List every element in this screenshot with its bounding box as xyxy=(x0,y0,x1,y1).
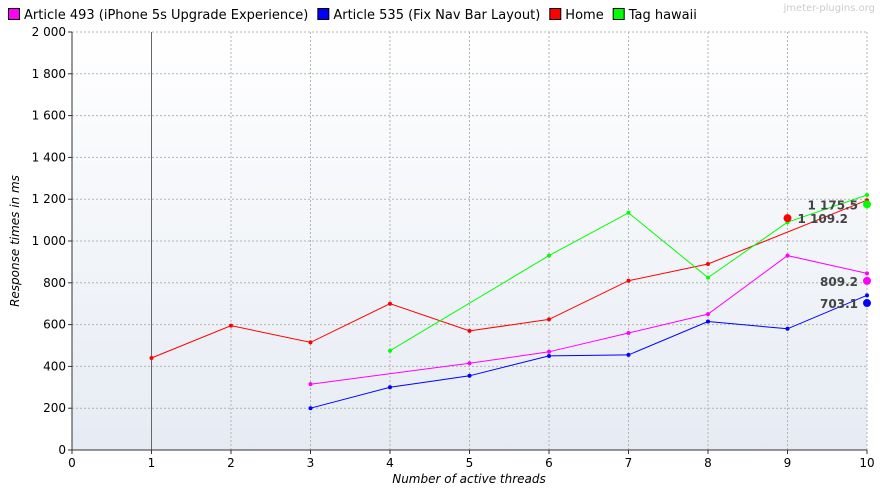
x-axis-title: Number of active threads xyxy=(392,472,546,486)
x-tick-label: 5 xyxy=(466,456,474,470)
x-tick-label: 1 xyxy=(148,456,156,470)
average-marker xyxy=(863,299,871,308)
x-tick-label: 10 xyxy=(859,456,874,470)
y-tick-label: 600 xyxy=(43,318,66,332)
x-tick-label: 4 xyxy=(386,456,394,470)
legend-swatch xyxy=(549,8,562,20)
y-tick-label: 1 000 xyxy=(32,234,66,248)
data-point xyxy=(785,253,790,258)
x-axis-ticks: 0 1 2 3 4 5 6 7 8 9 10 xyxy=(68,450,875,470)
legend-label: Home xyxy=(565,8,603,23)
data-point xyxy=(865,193,869,198)
y-tick-label: 400 xyxy=(43,359,66,373)
x-tick-label: 9 xyxy=(784,456,792,470)
series-group xyxy=(149,198,869,361)
y-tick-label: 800 xyxy=(43,276,66,290)
data-point xyxy=(785,326,790,331)
data-point xyxy=(308,340,313,345)
data-point xyxy=(706,312,710,317)
data-point xyxy=(547,349,551,354)
average-markers: 809.2 703.1 1 109.21 175.5 xyxy=(783,198,871,311)
legend-swatch xyxy=(8,8,20,20)
watermark: jmeter-plugins.org xyxy=(782,3,875,14)
data-point xyxy=(626,278,631,283)
series-group xyxy=(308,253,869,387)
y-tick-label: 1 800 xyxy=(32,67,66,81)
y-tick-label: 200 xyxy=(43,401,66,415)
data-point xyxy=(388,385,392,390)
data-point xyxy=(626,210,631,215)
x-tick-label: 7 xyxy=(625,456,633,470)
data-point xyxy=(706,275,710,280)
data-point xyxy=(706,319,710,324)
series-line xyxy=(389,194,868,352)
series-group xyxy=(388,193,869,353)
average-label: 1 109.2 xyxy=(798,212,848,226)
data-point xyxy=(467,328,472,333)
x-tick-label: 3 xyxy=(307,456,315,470)
data-point xyxy=(865,293,869,298)
average-label: 809.2 xyxy=(820,275,858,289)
y-axis-title: Response times in ms xyxy=(8,175,22,307)
data-point xyxy=(467,373,472,378)
x-tick-label: 2 xyxy=(227,456,235,470)
data-point xyxy=(308,406,313,411)
y-tick-label: 1 200 xyxy=(32,192,66,206)
data-point xyxy=(547,317,551,322)
average-marker xyxy=(863,276,871,285)
x-tick-label: 0 xyxy=(68,456,76,470)
average-label: 703.1 xyxy=(820,297,858,311)
x-tick-label: 8 xyxy=(704,456,712,470)
legend-label: Article 535 (Fix Nav Bar Layout) xyxy=(333,8,540,23)
y-tick-label: 2 000 xyxy=(32,25,66,39)
legend-label: Tag hawaii xyxy=(628,8,697,23)
data-point xyxy=(547,253,551,258)
data-point xyxy=(388,348,392,353)
y-axis-ticks: 0 200 400 600 800 1 000 1 200 1 400 1 600 1 800 2 … xyxy=(32,25,72,457)
series-group xyxy=(308,293,869,411)
data-point xyxy=(865,271,869,276)
legend-label: Article 493 (iPhone 5s Upgrade Experienc… xyxy=(24,8,308,23)
average-label: 1 175.5 xyxy=(808,198,858,212)
data-point xyxy=(149,356,154,361)
data-point xyxy=(626,330,631,335)
data-point xyxy=(388,301,392,306)
legend-swatch xyxy=(612,8,625,20)
y-tick-label: 1 400 xyxy=(32,150,66,164)
y-tick-label: 0 xyxy=(58,443,66,457)
data-point xyxy=(229,323,233,328)
legend-swatch xyxy=(317,8,330,20)
data-point xyxy=(706,261,710,266)
data-point xyxy=(467,361,472,366)
average-marker xyxy=(783,214,792,223)
series-layer xyxy=(149,193,869,411)
x-tick-label: 6 xyxy=(545,456,553,470)
legend: Article 493 (iPhone 5s Upgrade Experienc… xyxy=(8,8,697,23)
data-point xyxy=(308,382,313,387)
y-tick-label: 1 600 xyxy=(32,109,66,123)
data-point xyxy=(626,352,631,357)
series-line xyxy=(310,294,868,409)
data-point xyxy=(547,353,551,358)
average-marker xyxy=(863,200,871,209)
